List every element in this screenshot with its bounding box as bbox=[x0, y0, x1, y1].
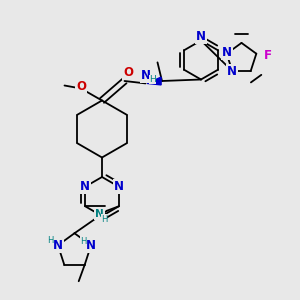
Text: H: H bbox=[80, 237, 86, 246]
Text: N: N bbox=[222, 46, 232, 59]
Text: N: N bbox=[114, 180, 124, 193]
Text: N: N bbox=[95, 209, 104, 219]
Text: N: N bbox=[227, 64, 237, 78]
Text: H: H bbox=[47, 236, 53, 245]
Text: N: N bbox=[196, 30, 206, 43]
Text: N: N bbox=[86, 239, 96, 252]
Text: N: N bbox=[53, 239, 63, 252]
Text: H: H bbox=[149, 75, 156, 84]
Text: F: F bbox=[264, 49, 272, 62]
Text: N: N bbox=[140, 69, 151, 82]
Text: O: O bbox=[123, 66, 134, 80]
Text: O: O bbox=[76, 80, 86, 93]
Polygon shape bbox=[147, 77, 161, 85]
Text: N: N bbox=[80, 180, 90, 193]
Text: H: H bbox=[101, 215, 107, 224]
